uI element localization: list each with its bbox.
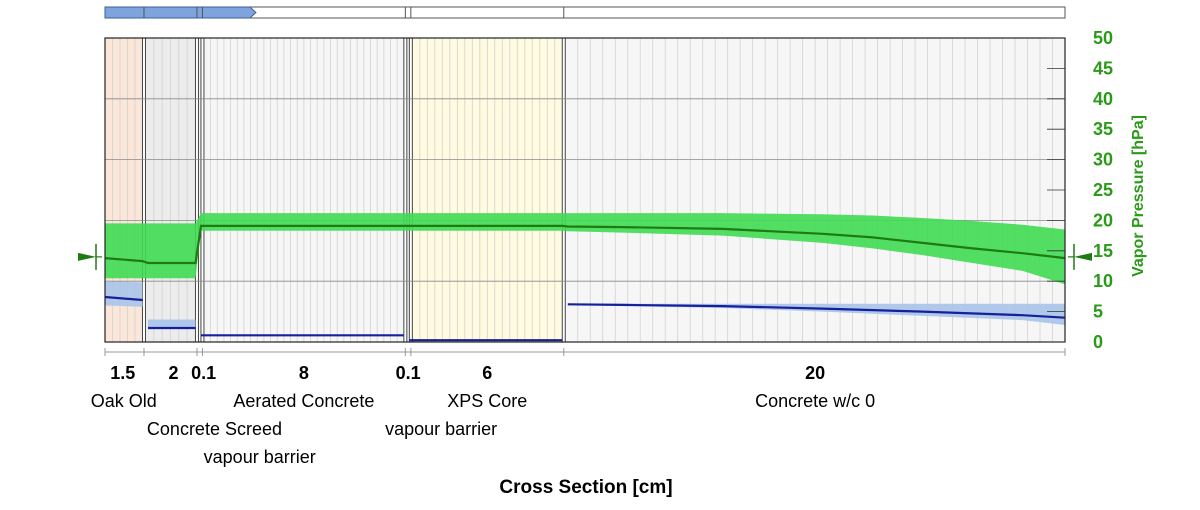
layer-thickness-label: 20 xyxy=(805,363,825,383)
progress-strip xyxy=(104,6,1066,19)
vapor-pressure-line xyxy=(104,224,1066,265)
layer-gap xyxy=(403,38,407,342)
layer-thickness-label: 1.5 xyxy=(110,363,135,383)
layer-thickness-label: 2 xyxy=(168,363,178,383)
y-tick-label: 0 xyxy=(1093,332,1103,352)
layer-name-label: XPS Core xyxy=(447,391,527,411)
layer-gap xyxy=(195,38,199,342)
layer-name-label: Oak Old xyxy=(91,391,157,411)
saturation-band xyxy=(148,319,196,330)
y-tick-label: 35 xyxy=(1093,119,1113,139)
x-axis-label: Cross Section [cm] xyxy=(499,477,672,498)
y-axis: 0 5 10 15 20 25 30 35 40 45 50 xyxy=(78,28,1113,352)
saturation-band xyxy=(567,303,1065,325)
layer-thickness-label: 6 xyxy=(482,363,492,383)
saturation-line xyxy=(567,303,1066,319)
layer-gap xyxy=(562,38,566,342)
x-axis: 1.5 2 0.1 8 0.1 6 20 Oak Old Concrete Screed vapo… xyxy=(91,348,1066,467)
layer-gap xyxy=(409,38,413,342)
plot-grid xyxy=(105,38,1065,342)
series-lines xyxy=(104,224,1066,342)
layer-bg xyxy=(406,38,410,342)
layer-bg xyxy=(198,38,201,342)
y-tick-label: 50 xyxy=(1093,28,1113,48)
y-tick-label: 10 xyxy=(1093,271,1113,291)
layer-thickness-label: 8 xyxy=(299,363,309,383)
layer-thickness-label: 0.1 xyxy=(191,363,216,383)
layer-name-label: vapour barrier xyxy=(385,419,497,439)
layer-gap xyxy=(142,38,146,342)
y-tick-label: 5 xyxy=(1093,302,1103,322)
y-tick-label: 15 xyxy=(1093,241,1113,261)
y-tick-label: 30 xyxy=(1093,150,1113,170)
vapor-pressure-band xyxy=(105,213,1065,285)
layer-name-label: Concrete Screed xyxy=(147,419,282,439)
layer-backgrounds xyxy=(105,38,1065,342)
layer-name-label: Aerated Concrete xyxy=(233,391,374,411)
saturation-line xyxy=(104,295,143,302)
layer-thickness-label: 0.1 xyxy=(396,363,421,383)
layer-name-label: vapour barrier xyxy=(204,447,316,467)
y-axis-label: Vapor Pressure [hPa] xyxy=(1130,115,1147,277)
saturation-band xyxy=(105,281,143,307)
progress-fill xyxy=(104,6,257,19)
y-tick-label: 20 xyxy=(1093,210,1113,230)
boundary-marker-left xyxy=(78,252,96,261)
layer-name-label: Concrete w/c 0 xyxy=(755,391,875,411)
y-tick-label: 40 xyxy=(1093,89,1113,109)
y-tick-label: 25 xyxy=(1093,180,1113,200)
boundary-marker-right xyxy=(1074,252,1092,261)
layer-gap xyxy=(200,38,204,342)
y-tick-label: 45 xyxy=(1093,58,1113,78)
